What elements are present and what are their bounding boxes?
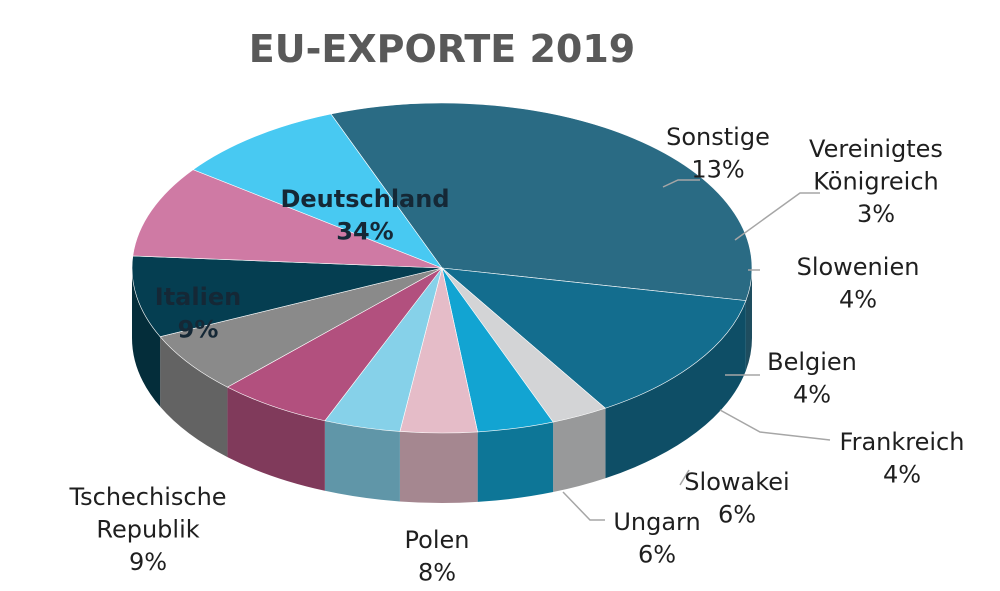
slice-name-label: Tschechische [68, 483, 226, 511]
slice-label-2: Vereinigtes Königreich 3% [809, 135, 943, 228]
pie-sides [132, 268, 752, 503]
pie-side-4 [399, 431, 478, 503]
slice-name-label: Vereinigtes [809, 135, 943, 163]
leader-line-6 [679, 469, 690, 486]
slice-label-1: Sonstige 13% [666, 123, 770, 183]
slice-label-0: Deutschland 34% [280, 185, 449, 245]
pie-side-6 [227, 387, 325, 491]
slice-label-4: Belgien 4% [767, 348, 857, 408]
slice-name-label: Republik [96, 515, 199, 543]
slice-value-label: 34% [336, 217, 393, 245]
chart-title: EU-EXPORTE 2019 [249, 27, 635, 71]
pie-side-1 [605, 300, 746, 479]
slice-name-label: Polen [405, 526, 470, 554]
slice-label-5: Frankreich 4% [840, 428, 965, 488]
pie-side-5 [324, 420, 400, 502]
pie-tops [131, 102, 753, 434]
slice-label-6: Slowakei 6% [684, 468, 789, 528]
slice-labels: Deutschland 34% Sonstige 13% Vereinigtes Köni… [68, 123, 964, 586]
slice-value-label: 8% [418, 558, 456, 586]
slice-name-label: Ungarn [613, 508, 700, 536]
slice-name-label: Sonstige [666, 123, 770, 151]
slice-value-label: 9% [129, 548, 167, 576]
pie-slice-8 [131, 255, 443, 338]
leader-line-7 [562, 491, 605, 521]
pie-side-8 [132, 268, 161, 407]
pie-slice-10 [192, 113, 443, 269]
slice-name-label: Belgien [767, 348, 857, 376]
pie-side-7 [160, 336, 228, 458]
pie-side-0 [745, 268, 752, 371]
slice-name-label: Slowenien [797, 253, 920, 281]
leader-line-1 [662, 179, 700, 188]
slice-value-label: 4% [839, 285, 877, 313]
slice-value-label: 13% [691, 155, 744, 183]
slice-label-9: Tschechische Republik 9% [68, 483, 226, 576]
slice-label-10: Italien 9% [155, 283, 241, 343]
slice-value-label: 6% [638, 540, 676, 568]
slice-name-label: Italien [155, 283, 241, 311]
slice-name-label: Slowakei [684, 468, 789, 496]
slice-label-3: Slowenien 4% [797, 253, 920, 313]
slice-label-7: Ungarn 6% [613, 508, 700, 568]
pie-slice-0 [330, 102, 753, 301]
slice-name-label: Frankreich [840, 428, 965, 456]
pie-slice-1 [441, 267, 747, 409]
pie-slice-9 [132, 169, 443, 269]
slice-name-label: Deutschland [280, 185, 449, 213]
leader-lines [562, 179, 831, 521]
leader-line-2 [734, 192, 820, 241]
slice-value-label: 4% [793, 380, 831, 408]
slice-value-label: 4% [883, 460, 921, 488]
slice-label-8: Polen 8% [405, 526, 470, 586]
slice-name-label: Königreich [813, 167, 939, 195]
slice-value-label: 9% [178, 315, 219, 343]
slice-value-label: 6% [718, 500, 756, 528]
pie-side-2 [553, 408, 606, 493]
slice-value-label: 3% [857, 200, 895, 228]
leader-line-5 [719, 409, 831, 441]
pie-side-3 [477, 422, 554, 502]
